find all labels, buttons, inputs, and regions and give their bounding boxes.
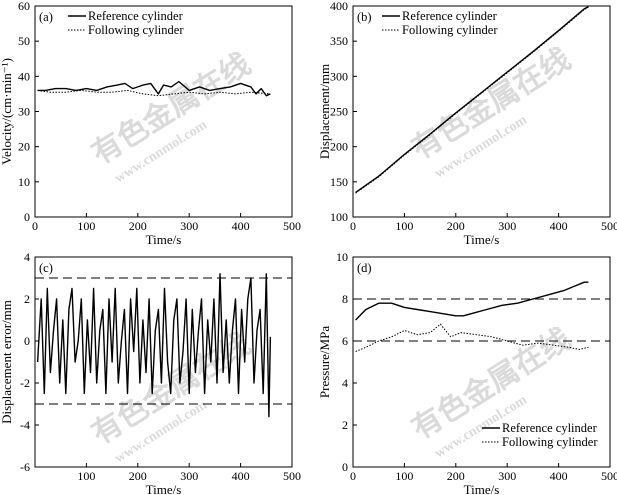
y-axis-label: Pressure/MPa: [317, 326, 332, 398]
x-axis-label: Time/s: [146, 482, 182, 495]
x-tick-label: 0: [350, 469, 356, 483]
y-tick-label: 10: [336, 250, 348, 264]
y-tick-label: 2: [24, 292, 30, 306]
y-tick-label: -6: [20, 460, 30, 474]
y-tick-label: 60: [18, 0, 30, 13]
x-tick-label: 100: [77, 219, 95, 233]
legend-entry: Following cylinder: [88, 23, 184, 37]
chart-panel-c: 100 200 300 400 500 -6 -4 -2 0 2 4 Time/s Displaceme…: [0, 250, 301, 495]
panel-label: (a): [39, 10, 53, 24]
y-tick-label: 0: [24, 334, 30, 348]
y-tick-label: -2: [20, 376, 30, 390]
y-tick-label: 4: [342, 376, 348, 390]
x-tick-label: 500: [283, 219, 301, 233]
panel-label: (b): [357, 10, 372, 24]
x-tick-label: 400: [232, 469, 250, 483]
x-tick-label: 400: [550, 469, 568, 483]
legend-entry: Reference cylinder: [502, 421, 598, 435]
plot-frame: [352, 256, 611, 468]
y-tick-label: 250: [330, 105, 348, 119]
series-line: [355, 6, 589, 194]
y-tick-label: 200: [330, 140, 348, 154]
y-axis-label: Displacement/mm: [317, 64, 332, 159]
x-axis-label: Time/s: [146, 232, 182, 247]
panel-label: (c): [39, 261, 53, 275]
series-line: [37, 80, 271, 97]
x-tick-label: 100: [395, 469, 413, 483]
x-tick-label: 200: [447, 469, 465, 483]
series-line: [355, 281, 589, 321]
x-axis-label: Time/s: [464, 232, 500, 247]
y-tick-label: 50: [18, 34, 30, 48]
x-tick-label: 200: [129, 219, 147, 233]
legend-entry: Following cylinder: [502, 435, 598, 449]
x-tick-label: 0: [350, 219, 356, 233]
legend-entry: Reference cylinder: [402, 9, 498, 23]
series-line: [37, 89, 271, 97]
y-tick-label: 300: [330, 69, 348, 83]
y-tick-label: -4: [20, 418, 30, 432]
y-tick-label: 350: [330, 34, 348, 48]
x-tick-label: 200: [447, 219, 465, 233]
x-tick-label: 500: [283, 469, 301, 483]
chart-panel-d: 0 100 200 300 400 500 0 2 4 6 8 10 Time/s Pressure/MP…: [317, 250, 617, 495]
y-tick-label: 10: [18, 175, 30, 189]
x-tick-label: 300: [180, 219, 198, 233]
y-tick-label: 150: [330, 175, 348, 189]
x-tick-label: 500: [601, 219, 617, 233]
x-tick-label: 100: [395, 219, 413, 233]
legend-entry: Following cylinder: [402, 23, 498, 37]
y-tick-label: 30: [18, 105, 30, 119]
y-tick-label: 20: [18, 140, 30, 154]
y-axis-label: Displacement error/mm: [0, 300, 14, 424]
legend-entry: Reference cylinder: [88, 9, 184, 23]
x-tick-label: 300: [498, 469, 516, 483]
x-tick-label: 400: [232, 219, 250, 233]
y-tick-label: 2: [342, 418, 348, 432]
y-tick-label: 0: [24, 210, 30, 224]
y-tick-label: 6: [342, 334, 348, 348]
x-tick-label: 0: [32, 219, 38, 233]
x-axis-label: Time/s: [464, 482, 500, 495]
plot-frame: [34, 256, 293, 468]
x-tick-label: 300: [180, 469, 198, 483]
x-tick-label: 400: [550, 219, 568, 233]
x-tick-label: 300: [498, 219, 516, 233]
y-tick-label: 40: [18, 69, 30, 83]
y-tick-label: 400: [330, 0, 348, 13]
x-tick-label: 100: [77, 469, 95, 483]
series-line: [355, 323, 589, 352]
x-tick-label: 500: [601, 469, 617, 483]
chart-panel-b: 0 100 200 300 400 500100150200250300350400Tim…: [317, 0, 617, 247]
x-tick-label: 200: [129, 469, 147, 483]
y-tick-label: 8: [342, 292, 348, 306]
y-axis-label: Velocity/(cm·min⁻¹): [0, 58, 14, 165]
series-line: [36, 273, 272, 418]
panel-label: (d): [357, 261, 372, 275]
y-tick-label: 4: [24, 250, 30, 264]
y-tick-label: 0: [342, 460, 348, 474]
series-line: [355, 6, 589, 193]
y-tick-label: 100: [330, 210, 348, 224]
chart-panel-a: 0 100 200 300 400 500 0 10 20 30 40 50 60 Time/s Veloc…: [0, 0, 301, 247]
